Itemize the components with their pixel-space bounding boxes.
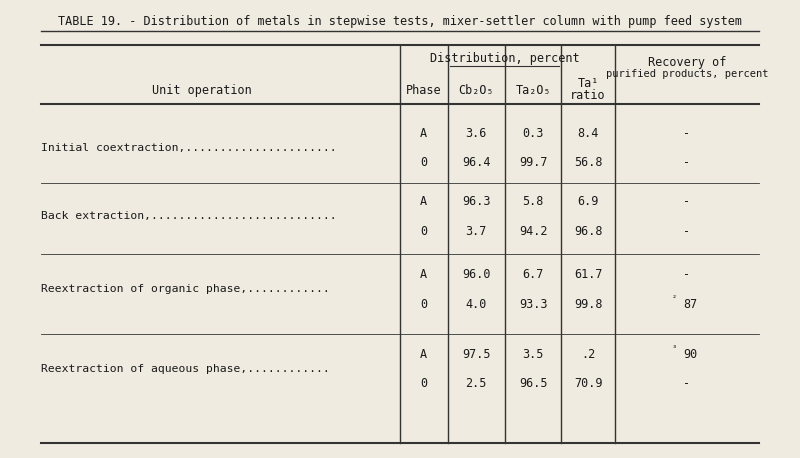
Text: 5.8: 5.8 (522, 195, 544, 208)
Text: Reextraction of aqueous phase,............: Reextraction of aqueous phase,..........… (41, 364, 330, 374)
Text: 96.5: 96.5 (519, 377, 547, 390)
Text: 96.8: 96.8 (574, 225, 602, 238)
Text: 3.7: 3.7 (466, 225, 487, 238)
Text: Cb₂O₅: Cb₂O₅ (458, 84, 494, 97)
Text: ratio: ratio (570, 89, 606, 102)
Text: ³: ³ (671, 344, 676, 353)
Text: 0: 0 (420, 298, 427, 311)
Text: 0: 0 (420, 157, 427, 169)
Text: 3.6: 3.6 (466, 127, 487, 140)
Text: 0.3: 0.3 (522, 127, 544, 140)
Text: purified products, percent: purified products, percent (606, 69, 768, 79)
Text: Ta₂O₅: Ta₂O₅ (515, 84, 551, 97)
Text: 90: 90 (683, 348, 697, 361)
Text: .2: .2 (581, 348, 595, 361)
Text: 2.5: 2.5 (466, 377, 487, 390)
Text: TABLE 19. - Distribution of metals in stepwise tests, mixer-settler column with : TABLE 19. - Distribution of metals in st… (58, 15, 742, 28)
Text: -: - (683, 127, 690, 140)
Text: 6.9: 6.9 (578, 195, 598, 208)
Text: 97.5: 97.5 (462, 348, 490, 361)
Text: 61.7: 61.7 (574, 268, 602, 281)
Text: A: A (420, 127, 427, 140)
Text: Unit operation: Unit operation (152, 84, 252, 97)
Text: Reextraction of organic phase,............: Reextraction of organic phase,..........… (41, 284, 330, 294)
Text: 96.0: 96.0 (462, 268, 490, 281)
Text: -: - (683, 268, 690, 281)
Text: 70.9: 70.9 (574, 377, 602, 390)
Text: -: - (683, 195, 690, 208)
Text: Distribution, percent: Distribution, percent (430, 52, 579, 65)
Text: 3.5: 3.5 (522, 348, 544, 361)
Text: 99.8: 99.8 (574, 298, 602, 311)
Text: 87: 87 (683, 298, 697, 311)
Text: A: A (420, 268, 427, 281)
Text: 96.3: 96.3 (462, 195, 490, 208)
Text: -: - (683, 157, 690, 169)
Text: 99.7: 99.7 (519, 157, 547, 169)
Text: Initial coextraction,......................: Initial coextraction,...................… (41, 143, 336, 153)
Text: Phase: Phase (406, 84, 442, 97)
Text: 94.2: 94.2 (519, 225, 547, 238)
Text: 8.4: 8.4 (578, 127, 598, 140)
Text: Recovery of: Recovery of (648, 56, 726, 69)
Text: 96.4: 96.4 (462, 157, 490, 169)
Text: 93.3: 93.3 (519, 298, 547, 311)
Text: 0: 0 (420, 377, 427, 390)
Text: Back extraction,...........................: Back extraction,........................… (41, 212, 336, 222)
Text: 0: 0 (420, 225, 427, 238)
Text: -: - (683, 225, 690, 238)
Text: ²: ² (671, 294, 676, 303)
Text: 56.8: 56.8 (574, 157, 602, 169)
Text: Ta¹: Ta¹ (578, 77, 598, 90)
Text: A: A (420, 348, 427, 361)
Text: 6.7: 6.7 (522, 268, 544, 281)
Text: -: - (683, 377, 690, 390)
Text: 4.0: 4.0 (466, 298, 487, 311)
Text: A: A (420, 195, 427, 208)
